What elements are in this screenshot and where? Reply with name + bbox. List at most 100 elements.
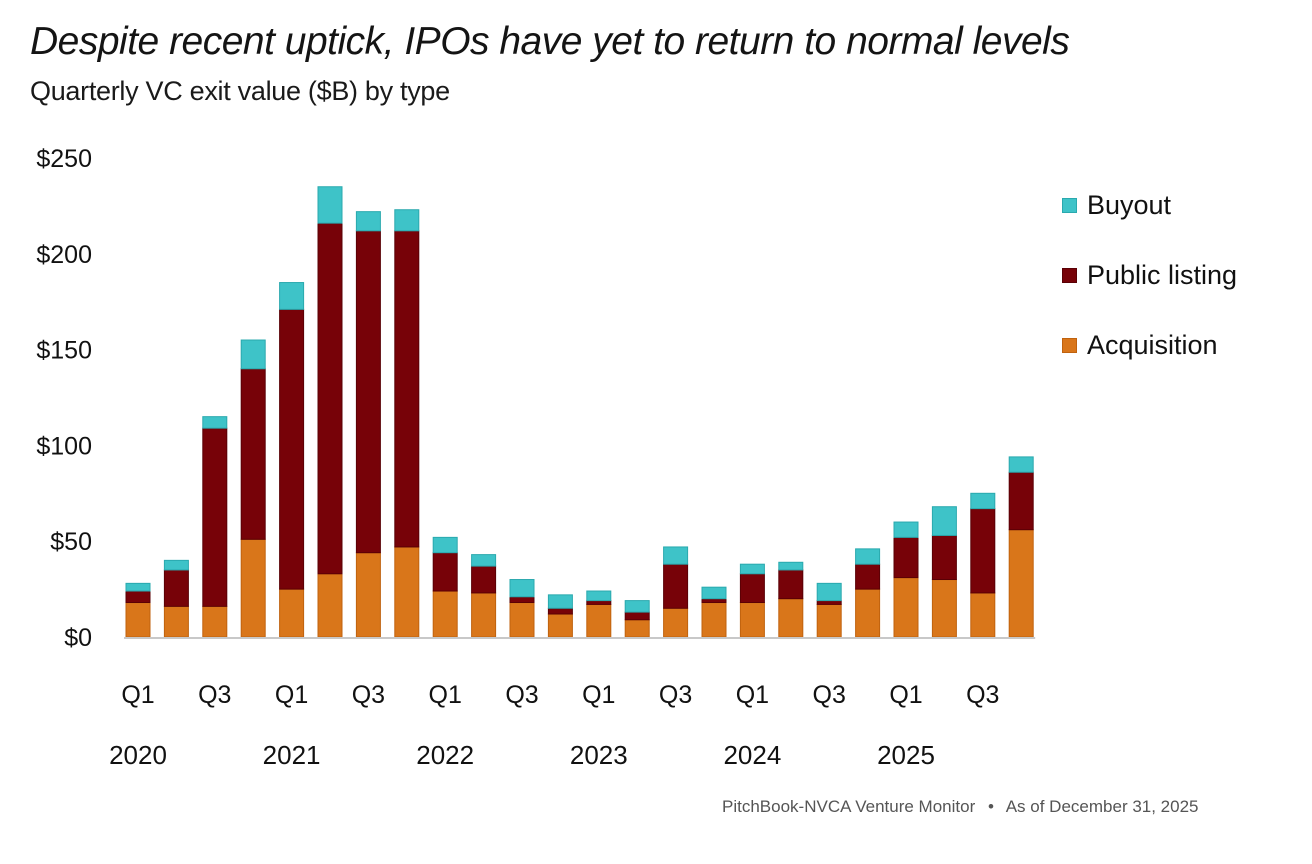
bar-segment-acquisition[interactable]	[816, 603, 842, 638]
bar-segment-acquisition[interactable]	[471, 592, 497, 638]
bar-segment-buyout[interactable]	[586, 590, 612, 602]
legend-item-buyout[interactable]: Buyout	[1062, 170, 1237, 240]
legend-item-acquisition[interactable]: Acquisition	[1062, 310, 1237, 380]
bar-stack	[317, 186, 343, 638]
bar-segment-public-listing[interactable]	[931, 534, 957, 581]
bar-segment-public-listing[interactable]	[586, 600, 612, 605]
bar-segment-acquisition[interactable]	[547, 613, 573, 638]
bar-segment-public-listing[interactable]	[317, 222, 343, 575]
bar-segment-buyout[interactable]	[163, 559, 189, 571]
bar-segment-acquisition[interactable]	[624, 619, 650, 638]
bar-segment-buyout[interactable]	[432, 536, 458, 554]
bar-segment-acquisition[interactable]	[778, 598, 804, 638]
bar-segment-public-listing[interactable]	[125, 590, 151, 604]
bar-segment-public-listing[interactable]	[394, 230, 420, 548]
bar-segment-buyout[interactable]	[778, 561, 804, 571]
bar-segment-acquisition[interactable]	[317, 573, 343, 638]
bar-segment-buyout[interactable]	[125, 582, 151, 592]
bar-stack	[893, 521, 919, 638]
bar-segment-acquisition[interactable]	[855, 588, 881, 638]
bar-segment-acquisition[interactable]	[701, 602, 727, 638]
bar-segment-acquisition[interactable]	[163, 605, 189, 638]
bar-segment-public-listing[interactable]	[701, 598, 727, 604]
bar-stack	[432, 536, 458, 638]
bar-segment-buyout[interactable]	[663, 546, 689, 565]
bar-segment-public-listing[interactable]	[624, 611, 650, 621]
bar-segment-acquisition[interactable]	[739, 602, 765, 638]
bar-stack	[355, 211, 381, 638]
bar-stack	[202, 416, 228, 638]
source-footer: PitchBook-NVCA Venture Monitor • As of D…	[722, 797, 1199, 817]
bar-segment-acquisition[interactable]	[202, 605, 228, 638]
bar-segment-acquisition[interactable]	[509, 602, 535, 638]
bar-segment-acquisition[interactable]	[586, 603, 612, 638]
bar-stack	[855, 548, 881, 638]
bar-segment-buyout[interactable]	[816, 582, 842, 602]
bar-segment-public-listing[interactable]	[893, 536, 919, 579]
bar-segment-public-listing[interactable]	[471, 565, 497, 594]
y-tick-label: $200	[36, 241, 92, 269]
x-tick-label: Q1	[275, 681, 308, 709]
bar-segment-public-listing[interactable]	[739, 573, 765, 604]
bar-segment-buyout[interactable]	[624, 600, 650, 613]
bar-segment-buyout[interactable]	[739, 563, 765, 575]
bar-segment-public-listing[interactable]	[279, 308, 305, 590]
x-tick-label: Q3	[352, 681, 385, 709]
bar-segment-acquisition[interactable]	[663, 607, 689, 638]
bar-segment-acquisition[interactable]	[125, 602, 151, 638]
bar-segment-acquisition[interactable]	[931, 579, 957, 638]
bar-segment-acquisition[interactable]	[279, 588, 305, 638]
bar-segment-public-listing[interactable]	[509, 596, 535, 604]
bar-segment-public-listing[interactable]	[855, 563, 881, 590]
bar-segment-public-listing[interactable]	[432, 552, 458, 592]
bar-stack	[816, 582, 842, 638]
bar-segment-public-listing[interactable]	[547, 607, 573, 615]
bar-segment-buyout[interactable]	[509, 579, 535, 598]
bar-segment-buyout[interactable]	[701, 586, 727, 600]
bar-stack	[471, 554, 497, 638]
bar-segment-public-listing[interactable]	[663, 563, 689, 609]
bar-segment-acquisition[interactable]	[893, 577, 919, 638]
bar-segment-buyout[interactable]	[931, 506, 957, 536]
separator-dot: •	[987, 797, 994, 816]
bar-segment-public-listing[interactable]	[970, 508, 996, 594]
bar-segment-acquisition[interactable]	[394, 546, 420, 638]
bar-stack	[240, 339, 266, 638]
bar-segment-acquisition[interactable]	[355, 552, 381, 638]
bar-segment-buyout[interactable]	[240, 339, 266, 370]
bar-segment-buyout[interactable]	[855, 548, 881, 565]
bar-segment-public-listing[interactable]	[816, 600, 842, 605]
bar-stack	[509, 579, 535, 638]
x-year-label: 2023	[570, 740, 628, 770]
bar-segment-buyout[interactable]	[355, 211, 381, 232]
bar-segment-public-listing[interactable]	[1008, 471, 1034, 531]
bar-stack	[663, 546, 689, 638]
bar-segment-public-listing[interactable]	[163, 569, 189, 607]
bar-segment-buyout[interactable]	[893, 521, 919, 538]
bar-stack	[739, 563, 765, 638]
bar-segment-public-listing[interactable]	[202, 427, 228, 607]
bar-segment-buyout[interactable]	[394, 209, 420, 232]
bar-segment-public-listing[interactable]	[778, 569, 804, 600]
bar-segment-acquisition[interactable]	[432, 590, 458, 638]
bar-segment-buyout[interactable]	[317, 186, 343, 224]
legend-swatch-public-listing	[1062, 267, 1077, 283]
bar-segment-buyout[interactable]	[471, 554, 497, 567]
bar-segment-buyout[interactable]	[202, 416, 228, 429]
bar-stack	[624, 600, 650, 638]
legend-item-public-listing[interactable]: Public listing	[1062, 240, 1237, 310]
bar-segment-acquisition[interactable]	[970, 592, 996, 638]
bar-segment-buyout[interactable]	[1008, 456, 1034, 473]
y-tick-label: $100	[36, 432, 92, 460]
bar-segment-acquisition[interactable]	[240, 538, 266, 638]
chart-title: Despite recent uptick, IPOs have yet to …	[30, 20, 1070, 63]
bar-segment-buyout[interactable]	[970, 492, 996, 510]
bar-segment-public-listing[interactable]	[355, 230, 381, 554]
bar-stack	[394, 209, 420, 638]
bar-segment-acquisition[interactable]	[1008, 529, 1034, 638]
bar-segment-buyout[interactable]	[547, 594, 573, 609]
legend-swatch-acquisition	[1062, 337, 1077, 353]
bar-segment-public-listing[interactable]	[240, 368, 266, 540]
bar-segment-buyout[interactable]	[279, 282, 305, 310]
